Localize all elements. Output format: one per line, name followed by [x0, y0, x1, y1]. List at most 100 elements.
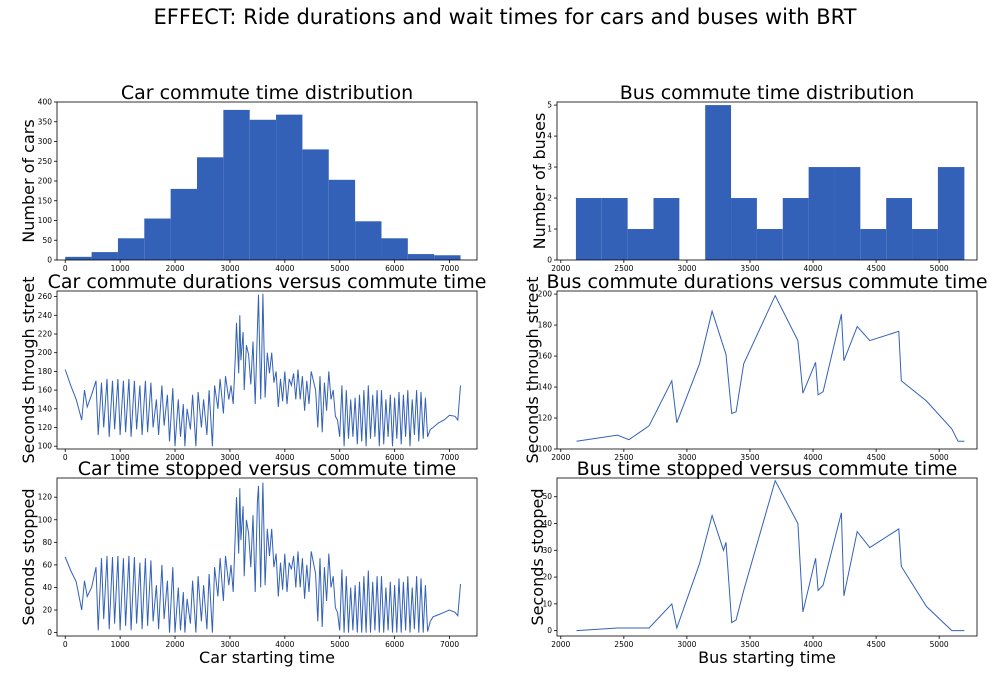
bus-hist-ytick-label: 5	[547, 101, 552, 110]
bus-stopped-ytick-label: 50	[542, 492, 552, 501]
bus-stopped-xtick-label: 3000	[677, 640, 696, 649]
car-duration-title: Car commute durations versus commute tim…	[48, 271, 487, 293]
car-duration-ytick-label: 160	[38, 386, 53, 395]
car-duration-ytick-label: 100	[38, 442, 53, 451]
bus-hist-ylabel: Number of buses	[530, 113, 549, 250]
car-stopped-ytick-label: 80	[42, 538, 52, 547]
car-hist-xtick-label: 7000	[440, 264, 459, 273]
car-hist-ytick-label: 150	[38, 196, 53, 205]
car-stopped-title: Car time stopped versus commute time	[78, 458, 456, 480]
car-hist-xtick-label: 2000	[165, 264, 184, 273]
bus-duration-xtick-label: 3000	[677, 453, 696, 462]
car-hist-xtick-label: 5000	[330, 264, 349, 273]
car-hist-bar	[355, 221, 382, 260]
bus-duration-xtick-label: 2000	[551, 453, 570, 462]
bus-hist-panel: Bus commute time distribution 2000 2500 300…	[530, 82, 978, 273]
figure-title: EFFECT: Ride durations and wait times fo…	[153, 5, 856, 29]
bus-hist-bar	[886, 198, 913, 260]
car-hist-bar	[144, 218, 171, 260]
bus-hist-bar	[705, 105, 732, 260]
bus-hist-ytick-label: 0	[547, 256, 552, 265]
car-duration-xtick-label: 0	[63, 453, 68, 462]
bus-hist-xtick-label: 3500	[740, 264, 759, 273]
car-hist-bar	[276, 114, 303, 260]
bus-duration-xtick-label: 5000	[930, 453, 949, 462]
car-duration-xtick-label: 7000	[440, 453, 459, 462]
bus-hist-bar	[912, 229, 938, 260]
car-duration-ytick-label: 180	[38, 367, 53, 376]
bus-hist-xtick-label: 3000	[677, 264, 696, 273]
bus-duration-series-line	[576, 294, 965, 442]
car-hist-xtick-label: 4000	[275, 264, 294, 273]
car-hist-bar	[117, 238, 145, 260]
bus-stopped-xtick-label: 5000	[930, 640, 949, 649]
car-stopped-xtick-label: 6000	[385, 640, 404, 649]
car-stopped-xtick-label: 5000	[330, 640, 349, 649]
car-hist-bar	[434, 255, 461, 260]
car-hist-xtick-label: 1000	[111, 264, 130, 273]
car-duration-xtick-label: 2000	[165, 453, 184, 462]
car-duration-xtick-label: 6000	[385, 453, 404, 462]
car-hist-ytick-label: 400	[38, 98, 53, 107]
bus-hist-bar	[627, 229, 654, 260]
car-duration-series-line	[64, 293, 461, 447]
car-hist-ylabel: Number of cars	[19, 119, 38, 242]
bus-hist-ytick-label: 3	[547, 163, 552, 172]
car-stopped-series-line	[64, 482, 461, 633]
bus-hist-bar	[756, 229, 783, 260]
car-hist-ytick-label: 350	[38, 117, 53, 126]
bus-hist-xtick-label: 5000	[930, 264, 949, 273]
bus-duration-panel: Bus commute durations versus commute tim…	[523, 271, 988, 464]
car-hist-bar	[381, 238, 408, 260]
bus-stopped-series-line	[576, 479, 965, 632]
car-duration-ytick-label: 120	[38, 423, 53, 432]
bus-stopped-axes-frame	[556, 477, 978, 637]
car-duration-ytick-label: 200	[38, 348, 53, 357]
bus-hist-xtick-label: 4500	[867, 264, 886, 273]
bus-hist-axes-frame	[556, 101, 978, 261]
car-duration-ylabel: Seconds through street	[19, 276, 38, 463]
bus-hist-title: Bus commute time distribution	[620, 82, 915, 104]
bus-hist-bar	[601, 198, 628, 260]
car-stopped-xtick-label: 7000	[440, 640, 459, 649]
car-hist-xtick-label: 6000	[385, 264, 404, 273]
bus-duration-title: Bus commute durations versus commute tim…	[546, 271, 987, 293]
car-hist-bar	[197, 157, 224, 260]
bus-hist-bar	[808, 167, 835, 260]
bus-hist-bar	[860, 229, 887, 260]
bus-stopped-xtick-label: 2500	[614, 640, 633, 649]
car-hist-bar	[91, 252, 118, 260]
bus-hist-bar	[937, 167, 965, 260]
car-duration-xtick-label: 5000	[330, 453, 349, 462]
car-hist-xtick-label: 3000	[220, 264, 239, 273]
bus-stopped-ylabel: Seconds stopped	[528, 488, 547, 625]
bus-stopped-ytick-label: 10	[542, 599, 552, 608]
bus-duration-ytick-label: 140	[538, 383, 553, 392]
car-hist-ytick-label: 100	[38, 216, 53, 225]
car-duration-ytick-label: 240	[38, 311, 53, 320]
car-stopped-axes-frame	[56, 477, 478, 637]
car-hist-bar	[249, 119, 277, 261]
car-hist-bar	[170, 188, 197, 260]
bus-duration-ytick-label: 180	[538, 321, 553, 330]
car-hist-ytick-label: 0	[47, 256, 52, 265]
bus-stopped-ytick-label: 0	[547, 626, 552, 635]
car-stopped-ytick-label: 120	[38, 493, 53, 502]
bus-duration-axes-frame	[556, 290, 978, 450]
bus-stopped-title: Bus time stopped versus commute time	[577, 458, 958, 480]
bus-stopped-panel: Bus time stopped versus commute time 2000…	[528, 458, 978, 667]
car-stopped-xtick-label: 1000	[111, 640, 130, 649]
bus-stopped-ytick-label: 20	[542, 573, 552, 582]
car-hist-bar	[65, 256, 92, 260]
car-stopped-ylabel: Seconds stopped	[19, 488, 38, 625]
bus-stopped-xtick-label: 4000	[803, 640, 822, 649]
car-stopped-panel: Car time stopped versus commute time 0 100…	[19, 458, 478, 667]
car-duration-panel: Car commute durations versus commute tim…	[19, 271, 486, 464]
bus-duration-ytick-label: 200	[538, 290, 553, 299]
car-duration-xtick-label: 4000	[275, 453, 294, 462]
bus-stopped-xtick-label: 4500	[867, 640, 886, 649]
bus-stopped-xtick-label: 3500	[740, 640, 759, 649]
bus-hist-bar	[653, 198, 680, 260]
bus-stopped-xlabel: Bus starting time	[698, 648, 836, 667]
car-duration-xtick-label: 3000	[220, 453, 239, 462]
